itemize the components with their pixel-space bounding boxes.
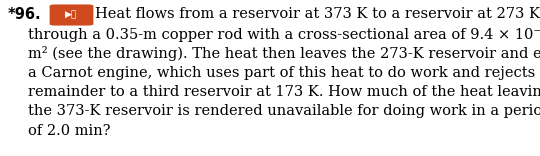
Text: of 2.0 min?: of 2.0 min? bbox=[28, 124, 111, 138]
Text: m² (see the drawing). The heat then leaves the 273-K reservoir and enters: m² (see the drawing). The heat then leav… bbox=[28, 46, 540, 61]
Text: ▶⏸: ▶⏸ bbox=[65, 10, 78, 20]
Text: through a 0.35-m copper rod with a cross-sectional area of 9.4 × 10⁻⁴: through a 0.35-m copper rod with a cross… bbox=[28, 27, 540, 41]
Text: remainder to a third reservoir at 173 K. How much of the heat leaving: remainder to a third reservoir at 173 K.… bbox=[28, 85, 540, 99]
Text: *96.: *96. bbox=[8, 7, 42, 22]
Text: the 373-K reservoir is rendered unavailable for doing work in a period: the 373-K reservoir is rendered unavaila… bbox=[28, 105, 540, 119]
Text: Heat flows from a reservoir at 373 K to a reservoir at 273 K: Heat flows from a reservoir at 373 K to … bbox=[95, 7, 540, 21]
Text: a Carnot engine, which uses part of this heat to do work and rejects the: a Carnot engine, which uses part of this… bbox=[28, 66, 540, 80]
